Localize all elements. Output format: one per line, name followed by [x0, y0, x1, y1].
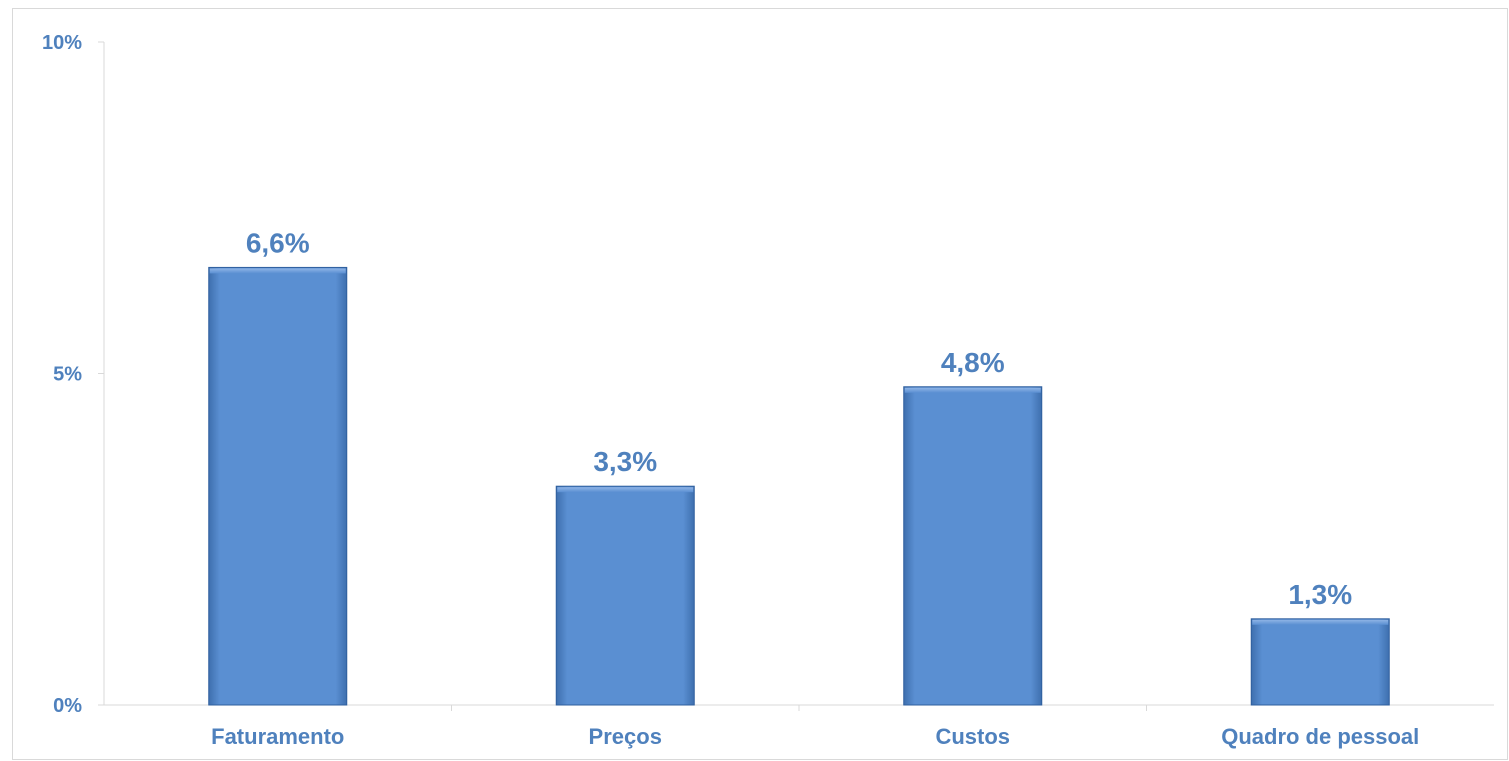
bar — [1250, 618, 1390, 706]
bar-top-highlight — [1252, 619, 1389, 625]
bar-top-highlight — [209, 268, 346, 274]
x-category-label: Custos — [935, 724, 1010, 749]
data-label: 1,3% — [1288, 579, 1352, 610]
data-label: 4,8% — [941, 347, 1005, 378]
bar — [208, 266, 348, 706]
x-category-label: Faturamento — [211, 724, 344, 749]
bar — [903, 386, 1043, 706]
bar-top-highlight — [557, 487, 694, 493]
data-label: 6,6% — [246, 227, 310, 258]
y-tick-label: 10% — [42, 32, 82, 54]
y-tick-label: 5% — [53, 364, 82, 386]
x-category-label: Preços — [589, 724, 662, 749]
x-category-label: Quadro de pessoal — [1221, 724, 1419, 749]
data-label: 3,3% — [593, 446, 657, 477]
bar-top-highlight — [904, 387, 1041, 393]
bar — [555, 485, 695, 706]
y-tick-label: 0% — [53, 695, 82, 717]
